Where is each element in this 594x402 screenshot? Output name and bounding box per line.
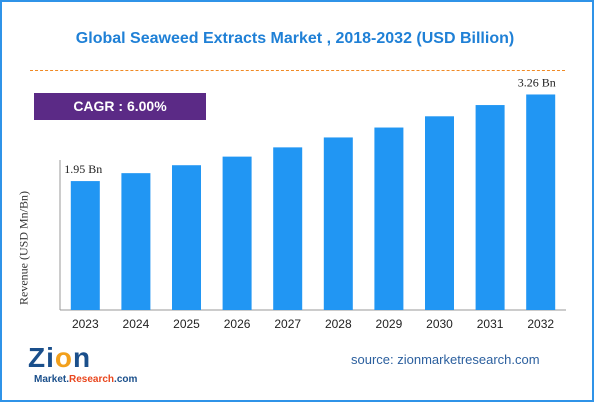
logo-wordmark: Zion: [28, 342, 92, 373]
bar-2030: [425, 116, 454, 311]
x-tick-label: 2031: [477, 317, 504, 331]
bar-2032: [526, 94, 556, 310]
x-tick-label: 2030: [426, 317, 453, 331]
source-text: source: zionmarketresearch.com: [351, 352, 540, 367]
x-tick-label: 2025: [173, 317, 200, 331]
x-tick-label: 2029: [376, 317, 403, 331]
bar-2023: [70, 181, 100, 310]
x-tick-label: 2032: [527, 317, 554, 331]
logo-subtext: Market.Research.com: [34, 374, 138, 385]
bar-2025: [172, 165, 201, 310]
bar-2024: [121, 173, 151, 310]
bar-2026: [222, 156, 252, 310]
x-tick-label: 2026: [224, 317, 251, 331]
data-label-first: 1.95 Bn: [64, 162, 102, 176]
title-divider: [30, 70, 565, 71]
bar-2031: [475, 105, 505, 310]
x-tick-label: 2024: [123, 317, 150, 331]
bar-2028: [323, 137, 353, 310]
chart-title: Global Seaweed Extracts Market , 2018-20…: [75, 30, 515, 47]
x-tick-label: 2027: [274, 317, 301, 331]
bar-2027: [273, 147, 303, 310]
x-tick-label: 2023: [72, 317, 99, 331]
data-label-last: 3.26 Bn: [518, 75, 556, 89]
cagr-badge: CAGR : 6.00%: [34, 93, 206, 120]
x-tick-label: 2028: [325, 317, 352, 331]
zion-logo: Zion Market.Research.com: [28, 342, 137, 392]
bar-2029: [374, 127, 404, 311]
